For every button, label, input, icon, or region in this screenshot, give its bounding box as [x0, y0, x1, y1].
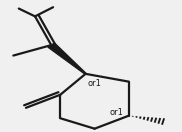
- Text: or1: or1: [87, 79, 101, 88]
- Polygon shape: [48, 43, 86, 74]
- Text: or1: or1: [109, 108, 123, 117]
